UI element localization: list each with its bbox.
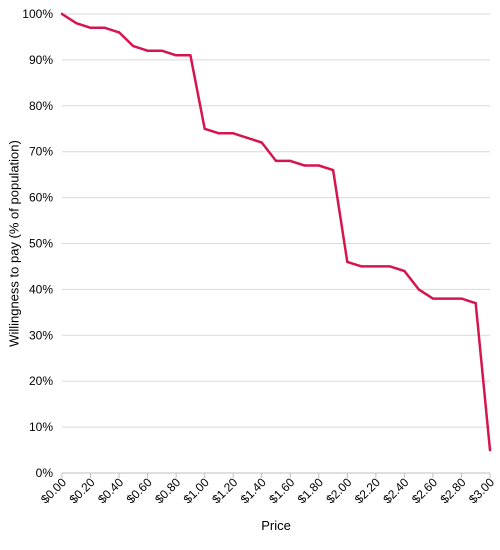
data-point	[117, 31, 121, 34]
data-point	[331, 168, 335, 172]
data-point	[232, 132, 235, 135]
data-point	[431, 297, 435, 300]
x-tick-label: $1.20	[209, 475, 240, 506]
data-point	[446, 297, 449, 300]
tick-labels: 0%10%20%30%40%50%60%70%80%90%100%$0.00$0…	[22, 7, 497, 506]
data-point	[474, 301, 477, 305]
data-point	[132, 44, 135, 48]
x-tick-label: $3.00	[466, 475, 497, 506]
data-point	[89, 26, 92, 29]
x-tick-label: $2.00	[323, 475, 354, 506]
gridlines	[62, 13, 490, 428]
y-tick-label: 10%	[29, 420, 53, 434]
x-tick-label: $0.40	[95, 475, 126, 506]
x-tick-label: $2.40	[380, 475, 411, 506]
data-point	[75, 21, 78, 25]
x-tick-label: $1.60	[266, 475, 297, 506]
data-point	[289, 159, 292, 163]
data-point	[60, 12, 64, 16]
data-point	[303, 164, 306, 167]
data-point	[189, 54, 192, 57]
y-tick-label: 80%	[29, 99, 53, 113]
y-tick-label: 70%	[29, 145, 53, 159]
x-tick-label: $1.80	[295, 475, 326, 506]
y-tick-label: 0%	[36, 466, 54, 480]
data-point	[403, 269, 406, 273]
x-axis-title: Price	[261, 518, 291, 533]
data-point	[488, 448, 492, 452]
y-tick-label: 30%	[29, 328, 53, 342]
x-tick-label: $0.60	[124, 475, 155, 506]
x-tick-label: $0.20	[67, 475, 98, 506]
data-point	[317, 164, 320, 167]
data-point	[346, 260, 349, 264]
data-point	[388, 265, 392, 268]
data-point	[217, 132, 221, 135]
series-line	[60, 12, 492, 452]
x-tick-label: $2.80	[437, 475, 468, 506]
x-tick-label: $2.20	[352, 475, 383, 506]
x-tick-label: $1.00	[181, 475, 212, 506]
data-point	[146, 49, 149, 52]
data-point	[174, 54, 178, 57]
y-axis-title: Willingness to pay (% of population)	[7, 140, 22, 347]
data-point	[160, 49, 164, 52]
data-point	[103, 26, 107, 29]
data-point	[374, 265, 378, 268]
y-tick-label: 50%	[29, 237, 53, 251]
data-point	[203, 127, 206, 130]
axes	[61, 472, 491, 478]
x-tick-label: $1.40	[238, 475, 269, 506]
data-point	[460, 297, 463, 300]
y-tick-label: 40%	[29, 282, 53, 296]
y-tick-label: 60%	[29, 191, 53, 205]
data-point	[417, 288, 420, 291]
data-point	[260, 141, 263, 144]
data-point	[274, 159, 278, 163]
series-layer	[60, 12, 492, 452]
data-point	[360, 265, 363, 268]
y-tick-label: 100%	[22, 7, 53, 21]
x-tick-label: $0.80	[152, 475, 183, 506]
x-tick-label: $2.60	[409, 475, 440, 506]
y-tick-label: 90%	[29, 53, 53, 67]
y-tick-label: 20%	[29, 374, 53, 388]
data-point	[246, 136, 249, 140]
